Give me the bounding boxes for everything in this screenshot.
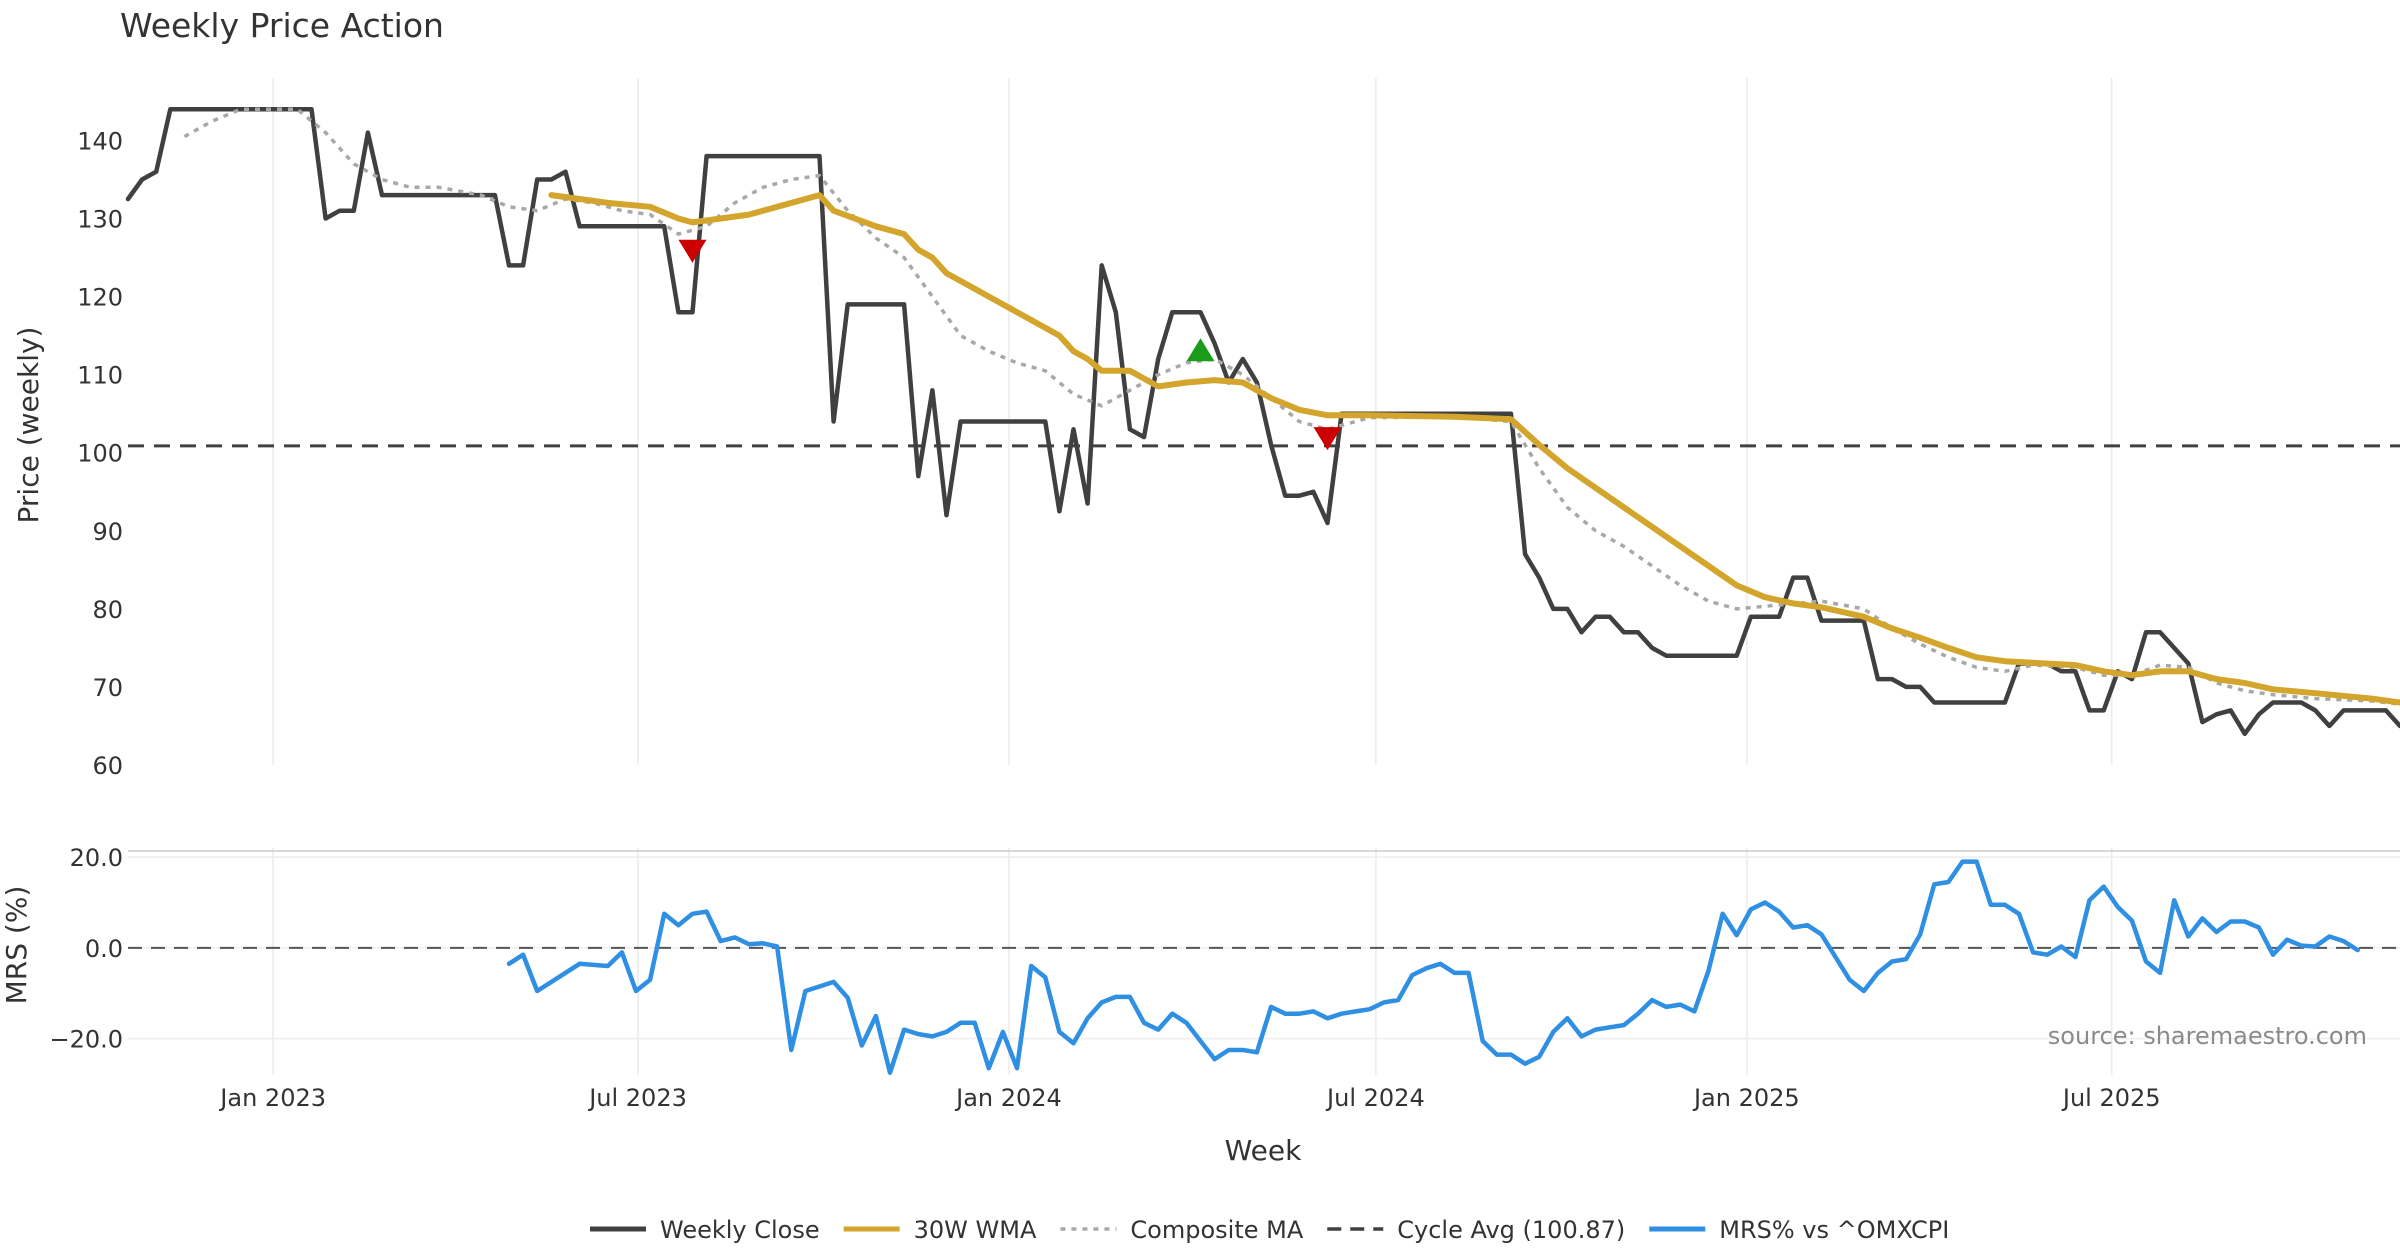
price-series-lines: [125, 106, 2400, 737]
x-tick-label: Jan 2023: [218, 1084, 326, 1112]
legend-label: Composite MA: [1130, 1216, 1303, 1244]
mrs-line: [506, 859, 2360, 1075]
sell-signal-marker: [678, 239, 707, 263]
legend-item: Weekly Close: [590, 1216, 820, 1244]
signal-markers: [678, 239, 1342, 451]
source-note: source: sharemaestro.com: [2048, 1022, 2367, 1050]
legend-item: 30W WMA: [843, 1216, 1037, 1244]
legend-label: Weekly Close: [660, 1216, 820, 1244]
mrs-y-tick-label: −20.0: [49, 1026, 123, 1054]
mrs-series-lines: [128, 859, 2400, 1075]
y-tick-labels: 60 70 80 90 100 110 120 130 140 −20.0 0.0 20.0: [49, 127, 123, 1053]
price-y-tick-label: 110: [77, 362, 123, 390]
chart-title: Weekly Price Action: [120, 6, 444, 45]
price-y-tick-label: 140: [77, 127, 123, 155]
30w-wma-line: [548, 192, 2400, 706]
price-y-tick-label: 80: [92, 596, 123, 624]
x-tick-label: Jul 2024: [1325, 1084, 1425, 1112]
composite-ma-line: [183, 107, 2400, 706]
buy-signal-marker: [1186, 338, 1215, 362]
price-y-tick-label: 60: [92, 752, 123, 780]
x-tick-label: Jan 2025: [1692, 1084, 1800, 1112]
x-axis-label: Week: [1225, 1134, 1302, 1167]
legend-item: Cycle Avg (100.87): [1327, 1216, 1625, 1244]
price-y-tick-label: 130: [77, 206, 123, 234]
legend-label: 30W WMA: [914, 1216, 1037, 1244]
mrs-y-tick-label: 0.0: [85, 935, 123, 963]
x-tick-label: Jul 2025: [2061, 1084, 2161, 1112]
legend-item: Composite MA: [1060, 1216, 1304, 1244]
legend-label: Cycle Avg (100.87): [1397, 1216, 1625, 1244]
price-y-tick-label: 100: [77, 440, 123, 468]
legend-item: MRS% vs ^OMXCPI: [1649, 1216, 1949, 1244]
sell-signal-marker: [1313, 427, 1342, 451]
x-tick-label: Jul 2023: [587, 1084, 687, 1112]
price-y-tick-label: 70: [92, 674, 123, 702]
price-y-axis-label: Price (weekly): [12, 327, 45, 524]
legend-label: MRS% vs ^OMXCPI: [1719, 1216, 1949, 1244]
mrs-y-axis-label: MRS (%): [0, 886, 33, 1005]
x-tick-labels: Jan 2023 Jul 2023 Jan 2024 Jul 2024 Jan 2025…: [218, 1084, 2160, 1112]
price-y-tick-label: 120: [77, 284, 123, 312]
weekly-close-line: [125, 106, 2400, 737]
mrs-y-tick-label: 20.0: [70, 844, 123, 872]
x-tick-label: Jan 2024: [954, 1084, 1062, 1112]
legend: Weekly Close 30W WMA Composite MA Cycle Avg…: [590, 1216, 1949, 1244]
price-y-tick-label: 90: [92, 518, 123, 546]
